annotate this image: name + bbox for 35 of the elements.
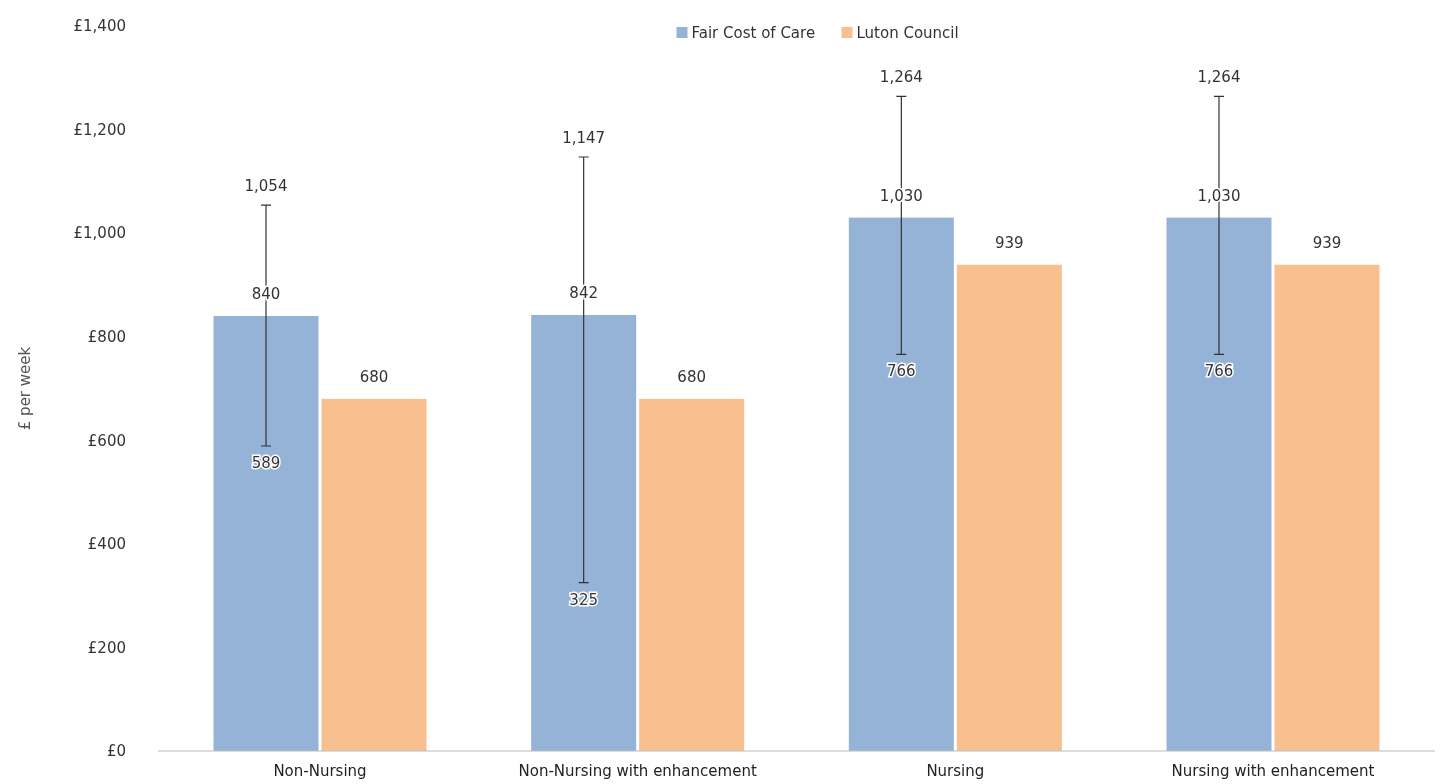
bar (321, 398, 427, 751)
bar (1274, 264, 1380, 751)
x-tick-label: Non-Nursing (273, 762, 367, 780)
annotation: 1,054 (244, 177, 288, 196)
data-label: 939 (1312, 233, 1342, 252)
y-tick-label: £0 (106, 742, 126, 761)
y-tick-label: £800 (87, 327, 126, 346)
annotation: 1,147 (562, 129, 606, 148)
y-tick-label: £1,400 (73, 17, 126, 36)
bar (639, 398, 745, 751)
annotation: 1,264 (879, 68, 923, 87)
data-label: 939 (995, 233, 1024, 252)
y-tick-label: £400 (87, 535, 126, 554)
annotation: 766 (887, 362, 916, 381)
bar (956, 264, 1062, 751)
data-label: 680 (359, 367, 389, 386)
x-tick-label: Nursing with enhancement (1171, 762, 1375, 780)
y-tick-label: £600 (87, 431, 126, 450)
legend-label: Fair Cost of Care (691, 24, 816, 43)
bar (848, 217, 954, 751)
bar (531, 314, 637, 751)
bar (213, 316, 319, 751)
y-tick-label: £1,200 (73, 120, 126, 139)
annotation: 1,264 (1197, 68, 1241, 87)
annotation: 325 (569, 590, 598, 609)
y-axis-title: £ per week (16, 346, 34, 431)
data-label: 680 (677, 367, 706, 386)
annotation: 589 (251, 453, 281, 472)
y-tick-label: £200 (87, 638, 126, 657)
annotation: 766 (1204, 362, 1234, 381)
legend-label: Luton Council (856, 24, 959, 43)
y-tick-label: £1,000 (73, 224, 126, 243)
bar (1166, 217, 1272, 751)
x-tick-label: Non-Nursing with enhancement (518, 762, 757, 780)
x-tick-label: Nursing (926, 762, 985, 780)
